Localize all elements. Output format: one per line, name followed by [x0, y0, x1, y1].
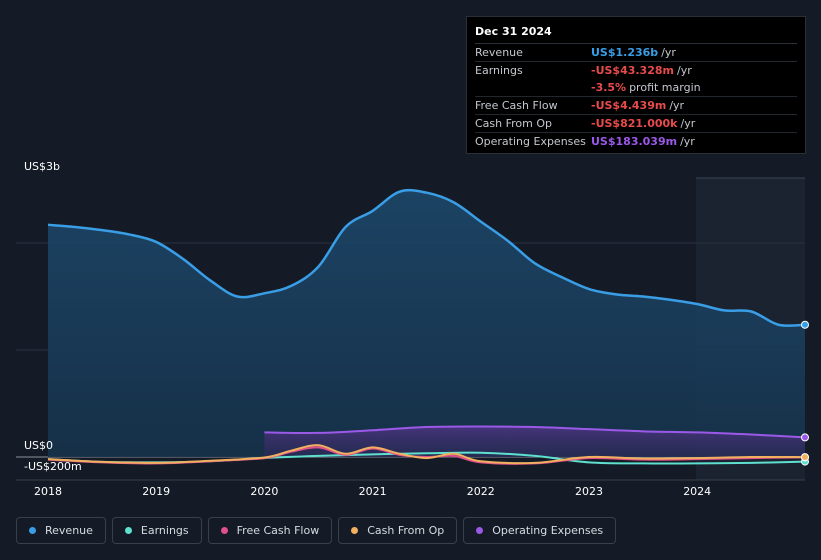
- data-tooltip: Dec 31 2024 Revenue US$1.236b /yr Earnin…: [466, 16, 806, 154]
- x-tick-label: 2020: [250, 485, 278, 498]
- legend-earnings[interactable]: Earnings: [111, 517, 202, 544]
- operating-expenses-line: [264, 425, 806, 439]
- tooltip-unit: /yr: [661, 46, 676, 59]
- revenue-line: [47, 188, 806, 327]
- tooltip-value: US$183.039m: [591, 135, 678, 148]
- tooltip-label: Revenue: [475, 46, 523, 59]
- tooltip-unit: profit margin: [629, 81, 701, 94]
- x-tick-label: 2023: [575, 485, 603, 498]
- cash-from-op-line: [47, 444, 806, 465]
- revenue-end-point: [801, 320, 809, 329]
- tooltip-value: -3.5%: [591, 81, 627, 94]
- tooltip-label: Earnings: [475, 64, 523, 77]
- tooltip-value: -US$821.000k: [591, 117, 678, 130]
- operating-expenses-end-point: [801, 433, 809, 442]
- tooltip-date: Dec 31 2024: [475, 23, 797, 44]
- x-axis: 2018 2019 2020 2021 2022 2023 2024: [34, 485, 711, 498]
- y-axis-zero-label: US$0: [24, 439, 54, 452]
- tooltip-row-profit-margin: -3.5% profit margin: [475, 79, 797, 97]
- revenue-dot-icon: [29, 527, 36, 534]
- legend-free-cash-flow[interactable]: Free Cash Flow: [207, 517, 333, 544]
- operating-expenses-area: [264, 426, 805, 457]
- revenue-area: [48, 190, 805, 458]
- cash-from-op-dot-icon: [351, 527, 359, 534]
- tooltip-unit: /yr: [680, 117, 696, 130]
- legend-label: Earnings: [140, 524, 189, 537]
- legend-revenue[interactable]: Revenue: [16, 517, 106, 544]
- y-axis-neg-label: -US$200m: [24, 460, 82, 473]
- x-tick-label: 2018: [34, 485, 62, 498]
- free-cash-flow-dot-icon: [220, 527, 228, 534]
- tooltip-label: Operating Expenses: [475, 135, 586, 148]
- tooltip-value: US$1.236b: [591, 46, 659, 59]
- cash-from-op-end-point: [801, 453, 809, 462]
- tooltip-unit: /yr: [669, 99, 685, 112]
- x-tick-label: 2019: [142, 485, 170, 498]
- legend-label: Operating Expenses: [492, 524, 604, 537]
- earnings-dot-icon: [124, 527, 132, 534]
- tooltip-row-earnings: Earnings -US$43.328m /yr: [475, 62, 797, 79]
- tooltip-row-free-cash-flow: Free Cash Flow -US$4.439m /yr: [475, 97, 797, 115]
- legend-operating-expenses[interactable]: Operating Expenses: [463, 517, 617, 544]
- legend-label: Free Cash Flow: [236, 524, 320, 537]
- tooltip-row-operating-expenses: Operating Expenses US$183.039m /yr: [475, 133, 797, 150]
- tooltip-row-cash-from-op: Cash From Op -US$821.000k /yr: [475, 115, 797, 133]
- tooltip-value: -US$43.328m: [591, 64, 674, 77]
- tooltip-label: Free Cash Flow: [475, 99, 558, 112]
- tooltip-unit: /yr: [680, 135, 695, 148]
- legend: Revenue Earnings Free Cash Flow Cash Fro…: [16, 517, 617, 544]
- legend-cash-from-op[interactable]: Cash From Op: [338, 517, 458, 544]
- y-axis-top-label: US$3b: [24, 160, 61, 173]
- tooltip-value: -US$4.439m: [591, 99, 667, 112]
- tooltip-label: Cash From Op: [475, 117, 553, 130]
- legend-label: Revenue: [45, 524, 93, 537]
- x-tick-label: 2024: [683, 485, 711, 498]
- x-tick-label: 2022: [467, 485, 495, 498]
- x-tick-label: 2021: [359, 485, 387, 498]
- legend-label: Cash From Op: [367, 524, 445, 537]
- tooltip-unit: /yr: [676, 64, 692, 77]
- tooltip-row-revenue: Revenue US$1.236b /yr: [475, 44, 797, 62]
- operating-expenses-dot-icon: [476, 527, 484, 534]
